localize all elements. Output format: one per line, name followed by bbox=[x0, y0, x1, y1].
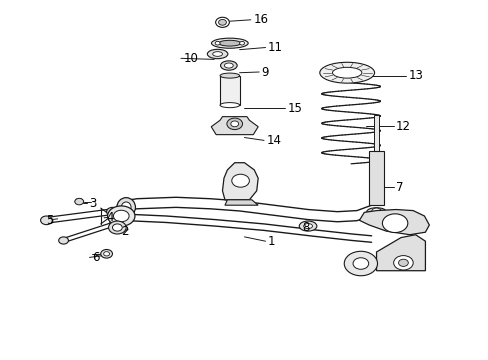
Circle shape bbox=[382, 214, 407, 233]
Polygon shape bbox=[222, 163, 258, 200]
Text: 4: 4 bbox=[106, 211, 114, 224]
Ellipse shape bbox=[117, 198, 135, 217]
Text: 2: 2 bbox=[121, 225, 128, 238]
Text: 9: 9 bbox=[261, 66, 268, 78]
Text: 10: 10 bbox=[183, 52, 198, 65]
Circle shape bbox=[106, 207, 118, 216]
Circle shape bbox=[41, 216, 52, 225]
Circle shape bbox=[75, 198, 83, 205]
Circle shape bbox=[352, 258, 368, 269]
Circle shape bbox=[231, 174, 249, 187]
Circle shape bbox=[371, 208, 381, 215]
Polygon shape bbox=[211, 117, 258, 135]
Text: 1: 1 bbox=[267, 235, 275, 248]
Circle shape bbox=[113, 210, 129, 222]
Circle shape bbox=[344, 251, 377, 276]
Ellipse shape bbox=[220, 103, 239, 108]
Text: 3: 3 bbox=[89, 197, 96, 210]
Ellipse shape bbox=[299, 221, 316, 231]
Ellipse shape bbox=[211, 38, 247, 48]
Bar bbox=[220, 76, 239, 105]
Ellipse shape bbox=[207, 49, 227, 59]
Circle shape bbox=[107, 206, 135, 226]
Circle shape bbox=[218, 19, 226, 25]
Circle shape bbox=[101, 249, 112, 258]
Text: 7: 7 bbox=[395, 181, 403, 194]
Circle shape bbox=[226, 118, 242, 130]
Ellipse shape bbox=[220, 73, 239, 78]
Polygon shape bbox=[224, 200, 258, 205]
Circle shape bbox=[103, 252, 109, 256]
Ellipse shape bbox=[366, 208, 386, 216]
Bar bbox=[373, 115, 378, 151]
Polygon shape bbox=[376, 235, 425, 271]
Ellipse shape bbox=[121, 202, 131, 213]
Polygon shape bbox=[359, 210, 428, 235]
Bar bbox=[368, 151, 384, 205]
Circle shape bbox=[112, 224, 122, 231]
Text: 16: 16 bbox=[253, 13, 268, 26]
Circle shape bbox=[59, 237, 68, 244]
Text: 14: 14 bbox=[266, 134, 281, 147]
Circle shape bbox=[239, 41, 244, 45]
Ellipse shape bbox=[319, 62, 374, 83]
Ellipse shape bbox=[218, 40, 240, 46]
Circle shape bbox=[398, 259, 407, 266]
Circle shape bbox=[215, 17, 229, 27]
Circle shape bbox=[393, 256, 412, 270]
Ellipse shape bbox=[303, 224, 312, 229]
Text: 5: 5 bbox=[46, 214, 54, 227]
Text: 6: 6 bbox=[92, 251, 99, 264]
Circle shape bbox=[108, 221, 126, 234]
Text: 13: 13 bbox=[407, 69, 422, 82]
Circle shape bbox=[230, 121, 238, 127]
Ellipse shape bbox=[224, 63, 233, 68]
Ellipse shape bbox=[332, 67, 361, 78]
Circle shape bbox=[109, 220, 119, 228]
Ellipse shape bbox=[220, 61, 237, 70]
Text: 11: 11 bbox=[267, 41, 283, 54]
Text: 8: 8 bbox=[302, 221, 309, 234]
Circle shape bbox=[215, 41, 220, 45]
Text: 12: 12 bbox=[395, 120, 410, 132]
Ellipse shape bbox=[212, 52, 222, 57]
Text: 15: 15 bbox=[287, 102, 302, 114]
